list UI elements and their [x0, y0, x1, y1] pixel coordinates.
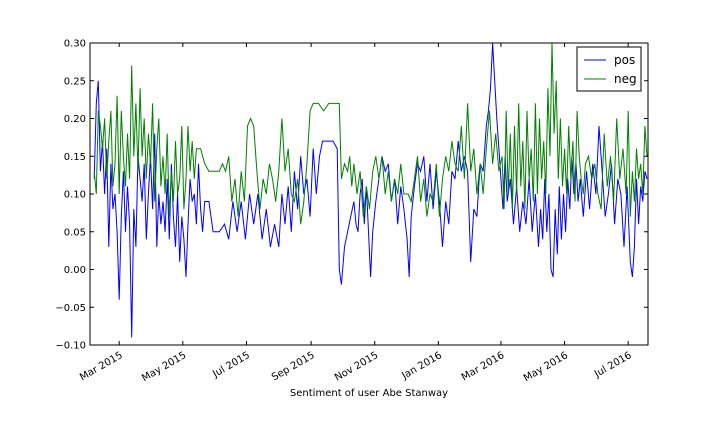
y-tick-label: 0.05 [64, 227, 86, 238]
plot-background [90, 43, 648, 345]
x-tick-label: Mar 2016 [460, 350, 507, 383]
y-tick-label: 0.25 [64, 76, 86, 87]
x-tick-label: Sep 2015 [270, 350, 317, 383]
x-axis-label: Sentiment of user Abe Stanway [290, 388, 448, 399]
y-tick-label: 0.15 [64, 152, 86, 163]
legend: pos neg [576, 46, 642, 92]
series-line-pos [93, 42, 648, 338]
legend-label-neg: neg [614, 72, 637, 86]
y-tick-label: 0.20 [64, 114, 86, 125]
y-tick-label: −0.10 [55, 341, 86, 352]
x-tick-label: May 2015 [140, 350, 188, 384]
y-tick-label: 0.10 [64, 190, 86, 201]
x-tick-label: Jul 2016 [592, 350, 634, 380]
y-tick-label: −0.05 [55, 303, 86, 314]
x-tick-label: May 2016 [522, 350, 570, 384]
legend-label-pos: pos [614, 53, 635, 67]
x-tick-label: Jan 2016 [399, 350, 444, 382]
y-axis: −0.10 −0.05 0.00 0.05 0.10 0.15 0.20 0.25 0.30 [55, 39, 648, 352]
y-tick-label: 0.00 [64, 265, 86, 276]
x-tick-label: Mar 2015 [78, 350, 125, 383]
x-tick-label: Nov 2015 [333, 350, 380, 384]
x-tick-label: Jul 2015 [210, 350, 252, 380]
legend-frame [576, 46, 642, 92]
series-layer [93, 42, 648, 338]
series-line-neg [93, 42, 648, 225]
y-tick-label: 0.30 [64, 39, 86, 50]
